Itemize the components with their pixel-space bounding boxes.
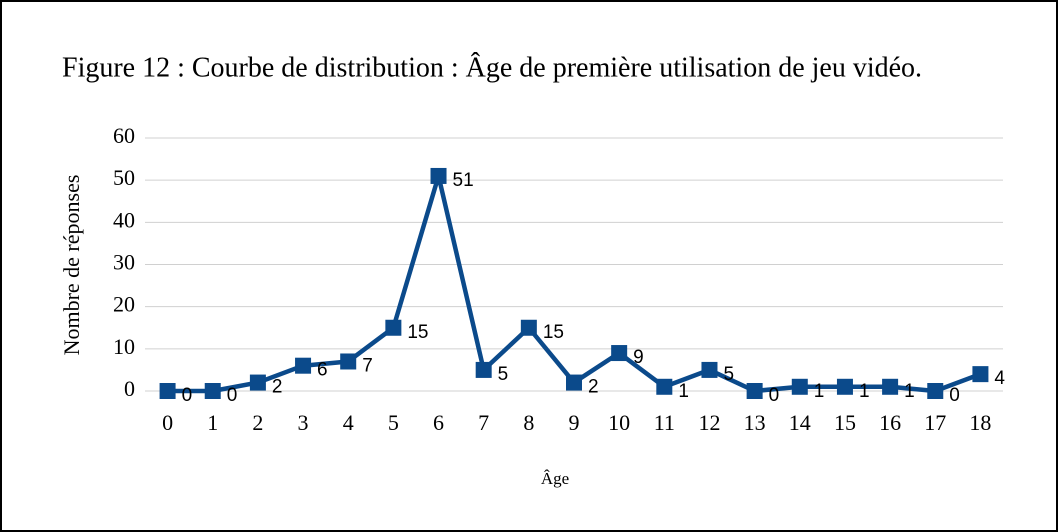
data-label: 1 <box>904 381 915 402</box>
data-label: 7 <box>362 355 373 376</box>
marker <box>927 383 944 399</box>
x-tick-label: 3 <box>298 410 309 435</box>
x-tick-label: 0 <box>162 410 173 435</box>
data-label: 0 <box>182 385 193 406</box>
marker <box>430 167 447 184</box>
data-label: 2 <box>272 377 283 398</box>
x-tick-label: 15 <box>834 410 856 435</box>
x-tick-label: 9 <box>569 410 580 435</box>
x-axis-label: Âge <box>541 469 569 488</box>
marker <box>475 361 492 378</box>
x-tick-label: 8 <box>523 410 534 435</box>
marker <box>520 319 537 336</box>
data-label: 0 <box>949 385 960 406</box>
data-label: 1 <box>859 381 870 402</box>
x-tick-label: 14 <box>789 410 811 435</box>
x-tick-label: 16 <box>879 410 901 435</box>
marker <box>836 378 853 395</box>
y-tick-label: 50 <box>113 165 135 190</box>
marker <box>791 378 808 395</box>
data-label: 15 <box>407 322 428 343</box>
data-label: 5 <box>723 364 734 385</box>
x-tick-label: 12 <box>698 410 720 435</box>
y-tick-label: 20 <box>113 292 135 317</box>
y-tick-label: 30 <box>113 250 135 275</box>
marker <box>656 378 673 395</box>
data-label: 0 <box>769 385 780 406</box>
marker <box>746 383 763 399</box>
x-tick-label: 1 <box>207 410 218 435</box>
chart-title: Figure 12 : Courbe de distribution : Âge… <box>62 52 922 83</box>
x-tick-label: 17 <box>924 410 946 435</box>
marker <box>566 374 582 391</box>
x-tick-label: 18 <box>969 410 991 435</box>
data-label: 51 <box>453 170 474 191</box>
marker <box>972 366 989 383</box>
x-tick-label: 2 <box>252 410 263 435</box>
data-label: 5 <box>498 364 509 385</box>
x-tick-label: 13 <box>744 410 766 435</box>
marker <box>340 353 357 370</box>
marker <box>295 357 312 374</box>
marker <box>159 383 176 399</box>
marker <box>249 374 266 391</box>
marker <box>204 383 221 399</box>
data-label: 4 <box>994 368 1005 389</box>
x-tick-label: 5 <box>388 410 399 435</box>
data-label: 15 <box>543 322 564 343</box>
data-label: 2 <box>588 377 599 398</box>
data-label: 6 <box>317 360 328 381</box>
x-tick-label: 7 <box>478 410 489 435</box>
data-label: 1 <box>814 381 825 402</box>
x-tick-label: 4 <box>343 410 354 435</box>
marker <box>701 361 718 378</box>
y-tick-label: 40 <box>113 207 135 232</box>
y-axis-label: Nombre de réponses <box>59 175 84 356</box>
x-tick-label: 11 <box>654 410 675 435</box>
data-label: 0 <box>227 385 238 406</box>
y-tick-label: 10 <box>113 334 135 359</box>
data-label: 1 <box>678 381 689 402</box>
marker <box>611 345 628 362</box>
x-tick-label: 10 <box>608 410 630 435</box>
marker <box>385 319 402 336</box>
data-label: 9 <box>633 347 644 368</box>
marker <box>882 378 899 395</box>
y-tick-label: 60 <box>113 123 135 148</box>
x-tick-label: 6 <box>433 410 444 435</box>
y-tick-label: 0 <box>124 376 135 401</box>
